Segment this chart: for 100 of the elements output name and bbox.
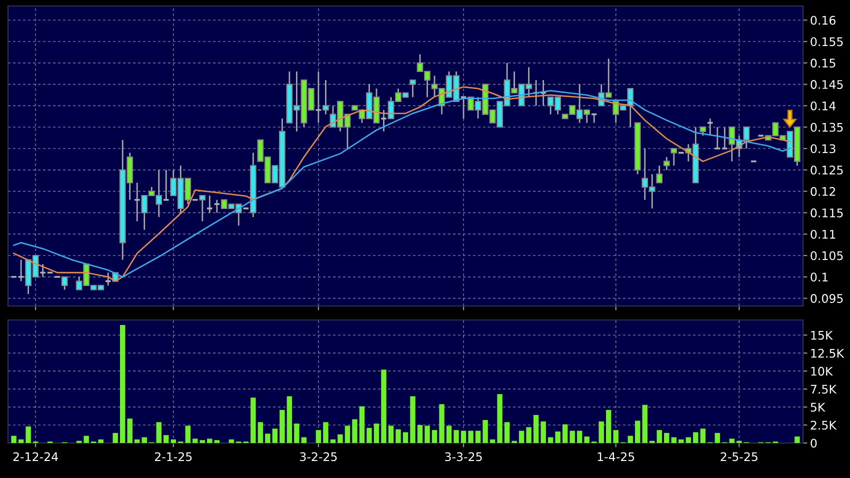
bar <box>526 427 532 443</box>
candlestick <box>162 169 170 201</box>
bar <box>424 426 430 443</box>
y-tick-label: 0.155 <box>810 37 843 46</box>
candlestick <box>134 182 141 222</box>
y-tick-label: 0.13 <box>810 144 836 154</box>
bar <box>396 429 401 443</box>
y-tick-label: 0.12 <box>810 187 836 196</box>
bar <box>192 438 198 443</box>
bar <box>656 430 662 443</box>
bar <box>18 439 24 443</box>
x-tick-label: 2-1-25 <box>154 452 192 462</box>
candlestick <box>410 79 416 98</box>
bar <box>439 404 444 443</box>
candlestick <box>18 259 25 282</box>
bar <box>250 398 256 443</box>
bar <box>272 428 278 443</box>
bar <box>460 430 466 443</box>
candlestick <box>656 164 663 184</box>
bar <box>729 438 735 443</box>
bar <box>570 430 575 443</box>
y-tick-label: 0.15 <box>810 58 836 68</box>
candlestick <box>590 113 598 124</box>
bar <box>11 436 16 443</box>
y-tick-label: 7.5K <box>810 384 837 394</box>
x-tick-label: 2-5-25 <box>720 452 758 462</box>
candlestick <box>104 272 112 286</box>
bar <box>642 404 648 443</box>
bar <box>228 439 234 443</box>
bar <box>671 437 676 443</box>
bar <box>555 431 560 443</box>
bar <box>468 430 474 443</box>
bar <box>98 439 104 443</box>
bar <box>112 432 118 443</box>
bar <box>598 421 604 443</box>
y-tick-label: 15K <box>811 330 833 340</box>
bar <box>454 430 459 443</box>
bar <box>533 414 539 443</box>
y-tick-label: 2.5K <box>810 420 837 430</box>
bar <box>417 425 423 443</box>
candlestick <box>460 96 468 120</box>
candlestick <box>380 109 388 132</box>
bar <box>504 422 510 443</box>
bar <box>548 437 554 443</box>
y-tick-label: 0.11 <box>810 230 836 239</box>
candlestick <box>532 79 540 106</box>
bar <box>388 426 394 443</box>
bar <box>280 410 285 443</box>
candlestick <box>714 126 721 150</box>
y-tick-label: 0.105 <box>810 251 843 260</box>
candlestick <box>721 126 728 150</box>
candlestick <box>39 263 46 278</box>
bar <box>366 428 372 443</box>
bar <box>330 439 336 443</box>
bar <box>576 430 582 443</box>
bar <box>127 418 132 443</box>
candlestick <box>206 194 214 214</box>
bar <box>207 438 212 443</box>
y-tick-label: 0.145 <box>810 80 843 89</box>
bar <box>134 439 140 443</box>
bar <box>323 422 328 443</box>
bar <box>26 426 31 443</box>
bar <box>84 436 89 443</box>
bar <box>344 426 350 443</box>
bar <box>432 430 438 443</box>
bar <box>540 421 546 443</box>
bar <box>686 437 692 443</box>
y-tick-label: 10K <box>811 366 833 376</box>
bar <box>497 394 502 443</box>
bar <box>200 440 206 443</box>
bar <box>794 436 800 443</box>
y-tick-label: 12.5K <box>811 348 844 358</box>
y-tick-label: 5K <box>810 402 826 412</box>
bar <box>374 424 380 443</box>
bar <box>265 434 270 443</box>
bar <box>316 430 322 443</box>
y-tick-label: 0.16 <box>810 16 836 25</box>
x-tick-label: 2-12-24 <box>13 452 58 461</box>
y-tick-label: 0.125 <box>810 166 843 175</box>
bar <box>693 432 698 443</box>
bar <box>142 437 147 443</box>
bar <box>164 435 169 443</box>
bar <box>338 434 343 443</box>
bar <box>714 432 720 443</box>
bar <box>584 436 590 443</box>
bar <box>359 406 365 443</box>
bar <box>214 440 220 443</box>
bar <box>258 422 264 443</box>
bar <box>185 426 190 443</box>
bar <box>613 430 618 443</box>
bar <box>606 410 612 443</box>
bar <box>482 420 488 443</box>
y-tick-label: 0.115 <box>810 208 843 218</box>
bar <box>301 437 307 443</box>
bar <box>635 420 640 443</box>
x-tick-label: 1-4-25 <box>598 452 634 462</box>
bar <box>475 430 481 443</box>
y-tick-label: 0.14 <box>810 101 836 110</box>
bar <box>628 436 633 443</box>
y-tick-label: 0.135 <box>810 122 843 132</box>
